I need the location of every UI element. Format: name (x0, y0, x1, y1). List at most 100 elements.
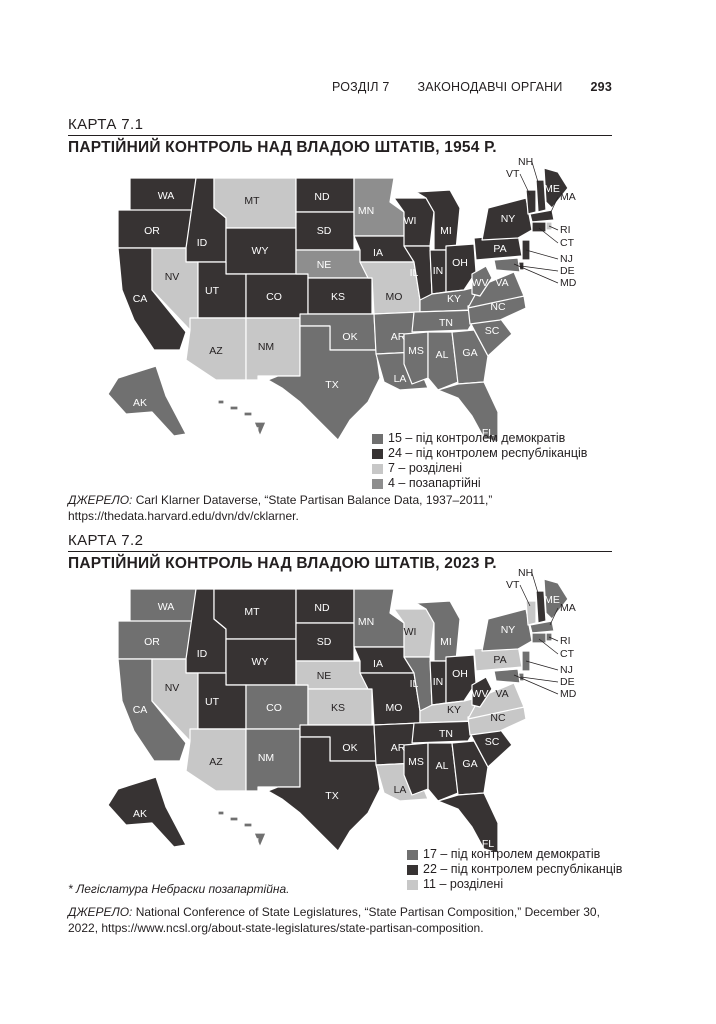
state-label-nd: ND (314, 191, 330, 203)
state-me (543, 578, 569, 620)
legend-swatch (407, 849, 418, 860)
state-va (467, 682, 525, 720)
state-tx (267, 325, 381, 441)
state-label-ct: CT (560, 648, 575, 660)
state-label-ri: RI (560, 635, 571, 647)
state-ga (451, 329, 489, 385)
state-ne (295, 249, 369, 279)
state-label-sc: SC (485, 325, 500, 337)
state-label-mi: MI (440, 636, 452, 648)
state-label-de: DE (560, 265, 575, 277)
state-label-ga: GA (462, 347, 477, 359)
state-label-wi: WI (404, 215, 417, 227)
state-label-in: IN (433, 676, 444, 688)
state-label-ia: IA (373, 658, 383, 670)
state-label-sd: SD (317, 225, 332, 237)
state-label-vt: VT (506, 579, 520, 591)
state-ne (295, 660, 369, 690)
state-label-ny: NY (501, 213, 516, 225)
state-label-tn: TN (439, 728, 453, 740)
state-label-il: IL (410, 678, 419, 690)
state-label-al: AL (436, 349, 449, 361)
callout-line-ct (538, 227, 559, 244)
state-label-md: MD (560, 688, 577, 700)
state-ct (531, 632, 547, 644)
map-7-2-footnote: * Легіслатура Небраски позапартійна. (68, 882, 290, 896)
state-label-wv: WV (472, 277, 489, 289)
state-label-nh: NH (518, 567, 533, 579)
state-hi (217, 399, 267, 437)
state-label-ne: NE (317, 259, 332, 271)
callout-line-nj (525, 249, 559, 260)
state-label-az: AZ (209, 345, 223, 357)
legend-item: 17 – під контролем демократів (407, 847, 622, 862)
legend-swatch (372, 433, 383, 444)
state-label-in: IN (433, 265, 444, 277)
state-label-ok: OK (342, 331, 357, 343)
legend-text: 24 – під контролем республіканців (388, 446, 588, 460)
state-label-ak: AK (133, 808, 147, 820)
state-label-nh: NH (518, 156, 533, 168)
state-al (427, 742, 459, 802)
state-label-ny: NY (501, 624, 516, 636)
state-label-nv: NV (165, 271, 180, 283)
state-md (493, 668, 521, 684)
state-ga (451, 740, 489, 796)
map-7-1: WA OR CA ID NV MT WY UT CO AZ NM ND SD NE KS OK TX MN IA MO… (107, 156, 577, 443)
state-label-ca: CA (133, 704, 148, 716)
state-ma (529, 209, 555, 223)
source-label: ДЖЕРЕЛО: (68, 905, 133, 919)
callout-line-ct (538, 638, 559, 655)
legend-text: 7 – розділені (388, 461, 463, 475)
state-label-mi: MI (440, 225, 452, 237)
state-label-mn: MN (358, 616, 374, 628)
state-oh (445, 243, 477, 293)
callout-line-md (513, 674, 559, 695)
state-label-ms: MS (408, 756, 424, 768)
callout-line-ri (548, 636, 559, 642)
state-label-sd: SD (317, 636, 332, 648)
state-label-oh: OH (452, 257, 468, 269)
legend-item: 15 – під контролем демократів (372, 431, 587, 446)
legend-item: 11 – розділені (407, 877, 622, 892)
legend-text: 22 – під контролем республіканців (423, 862, 623, 876)
state-ny (481, 608, 533, 652)
state-md (493, 257, 521, 273)
state-hi (217, 810, 267, 848)
state-label-ct: CT (560, 237, 575, 249)
legend-text: 17 – під контролем демократів (423, 847, 601, 861)
legend-swatch (372, 478, 383, 489)
state-label-nj: NJ (560, 664, 573, 676)
state-label-me: ME (544, 183, 560, 195)
map-7-2: WA OR CA ID NV MT WY UT CO AZ NM ND SD NE KS OK TX MN IA MO… (107, 567, 577, 854)
state-label-pa: PA (493, 243, 506, 255)
map-title: ПАРТІЙНИЙ КОНТРОЛЬ НАД ВЛАДОЮ ШТАТІВ, 19… (68, 139, 497, 156)
source-text: Carl Klarner Dataverse, “State Partisan … (68, 493, 493, 523)
state-label-ar: AR (391, 331, 406, 343)
callout-line-vt (519, 173, 531, 196)
state-label-nm: NM (258, 752, 274, 764)
state-label-va: VA (495, 277, 508, 289)
state-label-ma: MA (560, 191, 576, 203)
state-label-md: MD (560, 277, 577, 289)
state-label-ca: CA (133, 293, 148, 305)
callout-line-ri (548, 225, 559, 231)
map-7-1-legend: 15 – під контролем демократів 24 – під ко… (372, 431, 587, 491)
state-label-id: ID (197, 237, 208, 249)
map-label: КАРТА 7.1 (68, 116, 612, 136)
state-label-wv: WV (472, 688, 489, 700)
state-al (427, 331, 459, 391)
state-ct (531, 221, 547, 233)
state-label-de: DE (560, 676, 575, 688)
legend-item: 24 – під контролем республіканців (372, 446, 587, 461)
state-fl (437, 792, 499, 854)
state-label-ar: AR (391, 742, 406, 754)
state-label-ut: UT (205, 696, 220, 708)
state-label-sc: SC (485, 736, 500, 748)
state-nh (535, 179, 547, 213)
section-label: ЗАКОНОДАВЧІ ОРГАНИ (417, 80, 563, 94)
state-oh (445, 654, 477, 704)
state-label-mo: MO (386, 291, 403, 303)
state-label-ks: KS (331, 702, 345, 714)
state-label-hi: HI (249, 836, 260, 848)
